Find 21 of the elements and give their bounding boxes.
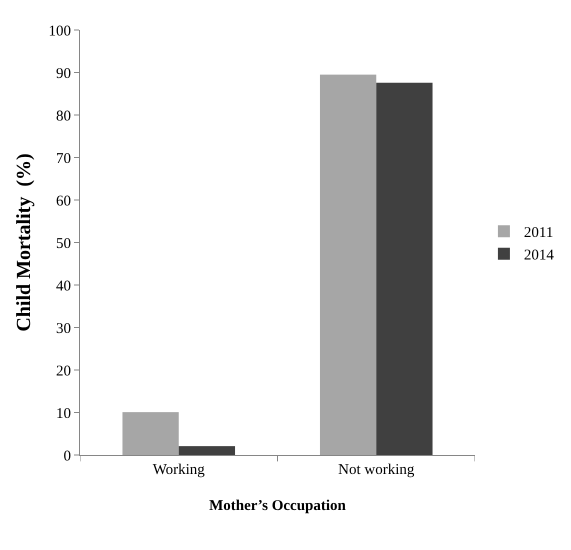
y-tick-label: 0	[64, 448, 71, 464]
x-tick-label: Not working	[338, 462, 415, 478]
y-tick-label: 60	[56, 193, 71, 210]
bar	[122, 412, 179, 455]
y-tick-label: 40	[56, 278, 71, 294]
x-axis-title: Mother’s Occupation	[209, 498, 347, 514]
y-tick-label: 20	[56, 363, 71, 380]
y-tick-label: 100	[48, 23, 71, 40]
y-tick-label: 70	[56, 150, 71, 167]
y-tick-label: 80	[56, 108, 71, 124]
y-axis-title: Child Mortality (%)	[13, 153, 35, 332]
bar	[320, 74, 376, 455]
y-tick-label: 30	[56, 320, 71, 337]
y-tick-label: 90	[56, 66, 71, 82]
legend-label: 2011	[524, 225, 554, 242]
x-tick-label: Working	[152, 462, 206, 478]
y-tick-label: 50	[56, 236, 71, 252]
legend-label: 2014	[524, 248, 554, 264]
bar	[178, 446, 236, 455]
bar	[376, 82, 433, 455]
y-tick-label: 10	[56, 406, 71, 422]
